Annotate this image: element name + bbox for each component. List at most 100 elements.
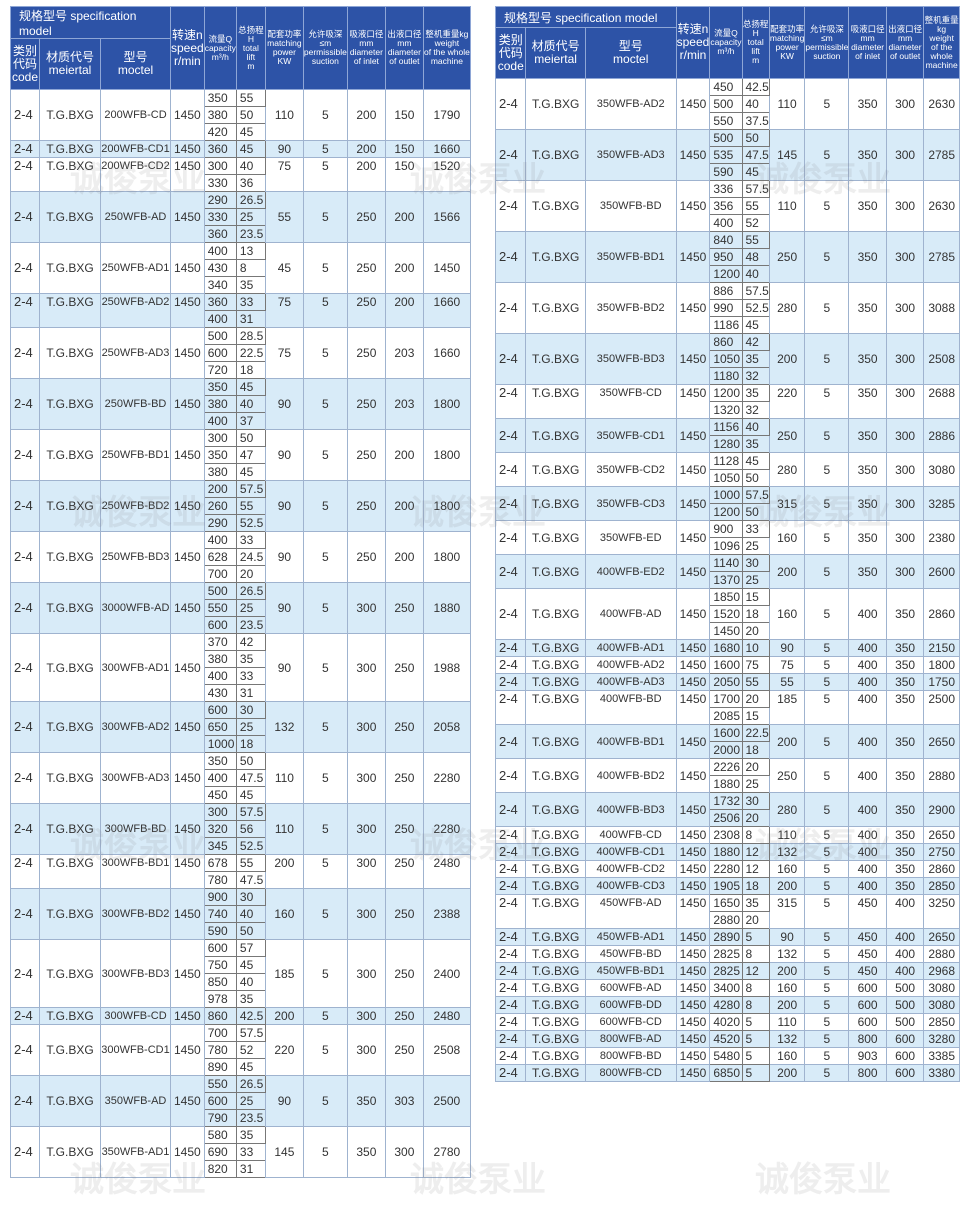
code-cell: 2-4: [494, 1030, 527, 1048]
lift-cell: 18: [741, 741, 770, 759]
table-row: 1050 50: [496, 469, 960, 487]
table-row: 2-4 T.G.BXG 200WFB-CD1 1450 360 45 90 5 200 150 16…: [10, 140, 471, 158]
suction-cell: 5: [302, 429, 348, 481]
power-cell: 185: [768, 690, 806, 725]
lift-cell: 33: [235, 667, 266, 685]
flow-cell: 840: [709, 231, 743, 249]
material-cell: T.G.BXG: [525, 1047, 586, 1065]
speed-cell: 1450: [675, 231, 711, 283]
flow-cell: 350: [203, 752, 237, 770]
speed-cell: 1450: [675, 78, 711, 130]
inlet-cell: 250: [346, 480, 386, 532]
weight-cell: 2400: [422, 939, 471, 1008]
power-cell: 75: [768, 656, 806, 674]
table-row: 1200 40: [496, 265, 960, 283]
speed-cell: 1450: [675, 945, 711, 963]
table-row: 690 33: [11, 1143, 471, 1161]
flow-cell: 400: [203, 667, 237, 685]
flow-cell: 720: [203, 361, 237, 379]
inlet-cell: 250: [346, 293, 386, 328]
flow-cell: 6850: [709, 1064, 743, 1082]
weight-cell: 2650: [923, 826, 960, 844]
material-cell: T.G.BXG: [525, 673, 586, 691]
model-cell: 3000WFB-AD: [100, 582, 171, 634]
table-row: 2-4 T.G.BXG 350WFB-AD2 1450 450 42.5 110 5 350 30…: [494, 78, 960, 130]
header-line: of outlet: [889, 50, 921, 61]
speed-cell: 1450: [675, 418, 711, 453]
speed-cell: 1450: [675, 384, 711, 419]
header-line: 型号: [618, 39, 643, 53]
weight-cell: 2900: [923, 792, 960, 827]
header-line: ≤m: [319, 38, 332, 48]
outlet-cell: 500: [885, 979, 925, 997]
header-line: diameter: [387, 47, 421, 57]
lift-cell: 55: [235, 497, 266, 515]
lift-cell: 55: [741, 231, 770, 249]
weight-cell: 2750: [923, 843, 960, 861]
suction-cell: 5: [804, 418, 850, 453]
lift-cell: 45: [235, 463, 266, 481]
suction-cell: 5: [302, 1126, 348, 1178]
suction-cell: 5: [302, 531, 348, 583]
power-cell: 75: [264, 293, 304, 328]
table-row: 2000 18: [496, 741, 960, 759]
lift-cell: 35: [235, 276, 266, 294]
speed-cell: 1450: [170, 531, 205, 583]
outlet-cell: 250: [384, 752, 424, 804]
lift-cell: 8: [741, 945, 770, 963]
table-row: 1370 25: [496, 571, 960, 589]
outlet-cell: 400: [885, 894, 925, 929]
weight-cell: 2860: [923, 588, 960, 640]
power-cell: 90: [264, 140, 304, 158]
speed-cell: 1450: [675, 656, 711, 674]
flow-cell: 1850: [709, 588, 743, 606]
lift-cell: 45: [235, 123, 266, 141]
header-line: moctel: [117, 63, 154, 77]
table-row: 2-4 T.G.BXG 300WFB-CD1 1450 700 57.5 220 5 300 25…: [10, 1024, 471, 1076]
flow-cell: 850: [203, 973, 237, 991]
weight-cell: 2480: [422, 854, 471, 889]
speed-cell: 1450: [675, 843, 711, 861]
weight-cell: 2886: [923, 418, 960, 453]
lift-cell: 5: [741, 1064, 770, 1082]
model-cell: 800WFB-AD: [584, 1030, 677, 1048]
material-cell: T.G.BXG: [525, 656, 586, 674]
code-cell: 2-4: [10, 582, 40, 634]
header-lift: 总扬程H total lift m: [741, 6, 770, 79]
speed-cell: 1450: [675, 1013, 711, 1031]
header-material: 材质代号 meiertal: [525, 27, 586, 79]
model-cell: 350WFB-CD: [584, 384, 677, 419]
header-line: code: [497, 58, 524, 73]
code-cell: 2-4: [494, 724, 527, 759]
flow-cell: 1000: [709, 486, 743, 504]
outlet-cell: 600: [885, 1047, 925, 1065]
inlet-cell: 300: [346, 939, 386, 1008]
lift-cell: 40: [235, 973, 266, 991]
flow-cell: 290: [203, 514, 237, 532]
power-cell: 315: [768, 486, 806, 521]
lift-cell: 52.5: [235, 514, 266, 532]
speed-cell: 1450: [675, 520, 711, 555]
table-row: 2-4 T.G.BXG 350WFB-AD1 1450 580 35 145 5 350 300 2…: [10, 1126, 471, 1178]
inlet-cell: 300: [346, 888, 386, 940]
header-line: r/min: [679, 48, 707, 62]
model-cell: 350WFB-CD1: [584, 418, 677, 453]
suction-cell: 5: [804, 656, 850, 674]
model-cell: 400WFB-AD2: [584, 656, 677, 674]
weight-cell: 2280: [422, 803, 471, 855]
code-cell: 2-4: [10, 157, 40, 192]
lift-cell: 30: [741, 554, 770, 572]
code-cell: 2-4: [10, 378, 40, 430]
table-row: 350 47: [11, 446, 471, 464]
inlet-cell: 200: [346, 157, 386, 192]
code-cell: 2-4: [10, 803, 40, 855]
lift-cell: 15: [741, 707, 770, 725]
flow-cell: 1450: [709, 622, 743, 640]
header-line: capacity: [710, 37, 742, 47]
lift-cell: 57.5: [741, 486, 770, 504]
material-cell: T.G.BXG: [525, 1030, 586, 1048]
spec-table-left: 规格型号 specification model 转速n speed r/min 流量Q…: [10, 6, 471, 1178]
header-flow: 流量Q capacity m³/h: [709, 6, 743, 79]
power-cell: 280: [768, 792, 806, 827]
header-line: lift: [751, 46, 760, 56]
